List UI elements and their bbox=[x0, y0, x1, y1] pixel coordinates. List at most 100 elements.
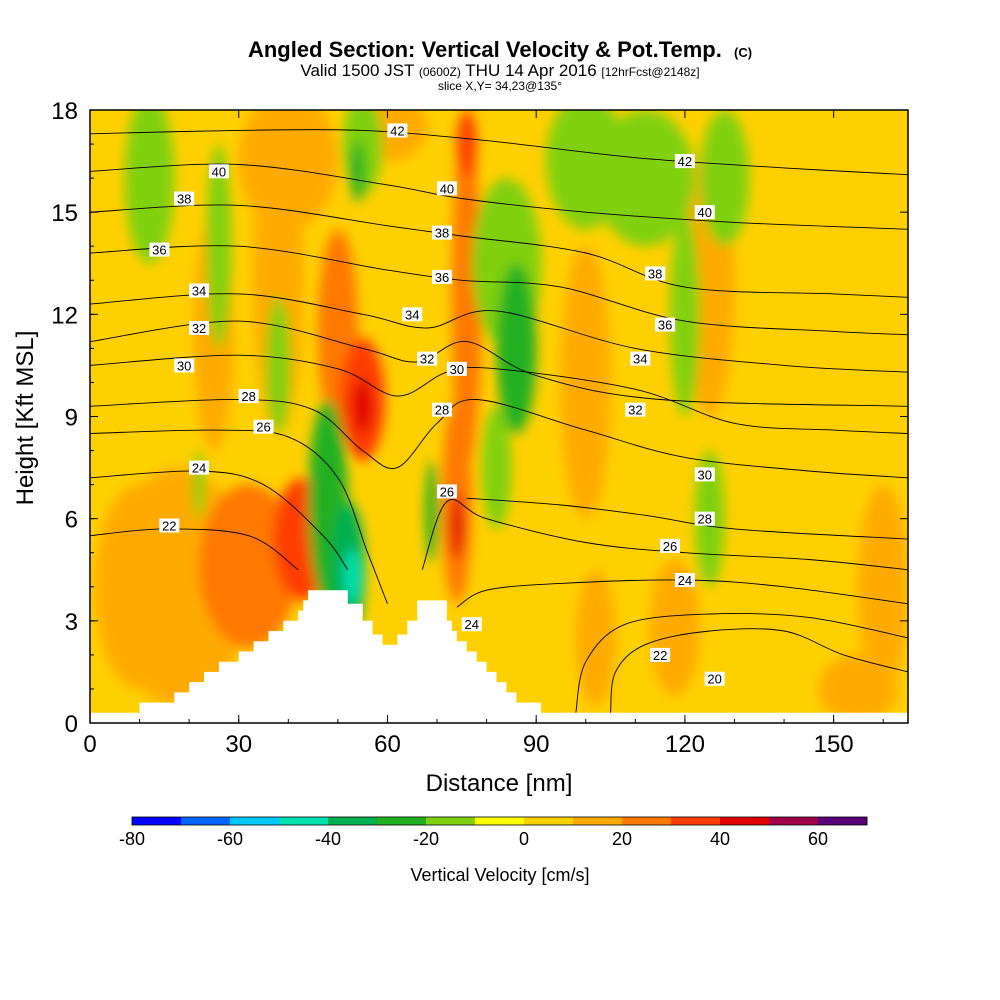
contour-label: 34 bbox=[630, 351, 651, 367]
velocity-cell bbox=[124, 110, 175, 264]
colorbar-tick-label: -40 bbox=[315, 829, 341, 849]
velocity-cell bbox=[352, 379, 373, 434]
colorbar-label: Vertical Velocity [cm/s] bbox=[410, 865, 589, 885]
contour-label-box bbox=[431, 269, 452, 284]
colorbar-tick-label: -60 bbox=[217, 829, 243, 849]
contour-label-box bbox=[431, 402, 452, 417]
contour-label: 36 bbox=[149, 242, 170, 258]
colorbar-tick-label: -80 bbox=[119, 829, 145, 849]
contour-label-text: 36 bbox=[152, 243, 166, 258]
y-tick-label: 18 bbox=[51, 98, 78, 125]
contour-label-box bbox=[645, 266, 666, 281]
velocity-cell bbox=[481, 406, 512, 529]
contour-label-box bbox=[436, 484, 457, 499]
contour-label-text: 32 bbox=[420, 352, 434, 367]
x-tick-label: 30 bbox=[225, 731, 252, 758]
contour-label-text: 40 bbox=[212, 164, 226, 179]
contour-label-text: 22 bbox=[653, 648, 667, 663]
contour-label: 28 bbox=[431, 402, 452, 418]
contour-label-text: 24 bbox=[678, 573, 692, 588]
theta-contour-24 bbox=[456, 579, 908, 608]
chart-title-main: Angled Section: Vertical Velocity & Pot.… bbox=[248, 37, 722, 62]
colorbar-swatch bbox=[475, 817, 525, 825]
contour-label: 32 bbox=[417, 351, 438, 367]
velocity-cell bbox=[858, 484, 908, 689]
theta-contour-32 bbox=[90, 320, 908, 407]
valid-prefix: Valid 1500 JST bbox=[300, 61, 414, 80]
contour-label-box bbox=[253, 419, 274, 434]
valid-date: THU 14 Apr 2016 bbox=[465, 61, 596, 80]
velocity-cell bbox=[670, 212, 700, 417]
contour-label-text: 24 bbox=[464, 617, 478, 632]
x-tick-label: 150 bbox=[814, 731, 854, 758]
velocity-cell bbox=[199, 484, 299, 649]
contour-label-text: 24 bbox=[192, 461, 206, 476]
colorbar-swatch bbox=[622, 817, 672, 825]
velocity-cell bbox=[451, 127, 482, 468]
contour-label-text: 26 bbox=[440, 484, 454, 499]
colorbar: -80 -60 -40 -20 0 20 40 60 bbox=[119, 816, 868, 849]
contour-label: 26 bbox=[660, 538, 681, 554]
contour-label-box bbox=[446, 361, 467, 376]
contour-label: 26 bbox=[253, 419, 274, 435]
velocity-cell bbox=[206, 144, 232, 349]
contour-label-box bbox=[461, 617, 482, 632]
x-axis: 0 30 60 90 120 150 bbox=[83, 110, 884, 758]
colorbar-swatch bbox=[132, 817, 182, 825]
colorbar-swatch bbox=[671, 817, 721, 825]
theta-contour-30 bbox=[90, 354, 908, 434]
contour-label-text: 32 bbox=[628, 403, 642, 418]
contour-label-box bbox=[189, 460, 210, 475]
theta-contour-22 bbox=[90, 528, 299, 571]
contour-label-box bbox=[674, 572, 695, 587]
slice-info: slice X,Y= 34,23@135° bbox=[438, 79, 562, 93]
colorbar-swatch bbox=[377, 817, 427, 825]
contour-label-text: 26 bbox=[663, 539, 677, 554]
contour-label-text: 40 bbox=[698, 205, 712, 220]
contour-label-box bbox=[694, 467, 715, 482]
contour-label-text: 34 bbox=[633, 352, 647, 367]
chart-title-unit: (C) bbox=[734, 45, 752, 60]
contour-label-text: 30 bbox=[698, 467, 712, 482]
theta-contour-26 bbox=[466, 497, 908, 540]
contour-label-text: 22 bbox=[162, 518, 176, 533]
contour-label: 24 bbox=[461, 617, 482, 632]
theta-contour-28 bbox=[90, 399, 908, 479]
valid-utc: (0600Z) bbox=[419, 65, 461, 79]
colorbar-tick-label: 0 bbox=[519, 829, 529, 849]
chart-subtitle: Valid 1500 JST (0600Z) THU 14 Apr 2016 [… bbox=[300, 61, 699, 80]
contour-label-box bbox=[660, 538, 681, 553]
y-tick-label: 9 bbox=[65, 405, 78, 432]
velocity-cell bbox=[699, 110, 750, 247]
velocity-cell bbox=[350, 140, 366, 202]
velocity-cell bbox=[94, 484, 185, 689]
contour-label: 24 bbox=[674, 572, 695, 588]
vertical-velocity-field bbox=[94, 110, 908, 723]
theta-contour-38 bbox=[90, 204, 908, 298]
theta-contour-42 bbox=[90, 129, 908, 176]
theta-contour-40 bbox=[90, 163, 908, 230]
velocity-cell bbox=[575, 569, 616, 706]
contour-label-text: 38 bbox=[435, 226, 449, 241]
theta-contour-20 bbox=[610, 628, 908, 713]
colorbar-swatch bbox=[181, 817, 231, 825]
contour-label-text: 34 bbox=[192, 283, 206, 298]
contour-label-text: 28 bbox=[435, 403, 449, 418]
x-tick-label: 60 bbox=[374, 731, 401, 758]
theta-contour-36 bbox=[90, 245, 908, 336]
y-tick-label: 0 bbox=[65, 711, 78, 738]
y-tick-label: 3 bbox=[65, 609, 78, 636]
velocity-cell bbox=[456, 110, 477, 179]
contour-label: 32 bbox=[189, 320, 210, 336]
contour-label: 38 bbox=[645, 266, 666, 281]
velocity-cell bbox=[238, 110, 338, 230]
contour-label-box bbox=[630, 351, 651, 366]
colorbar-tick-label: 40 bbox=[710, 829, 730, 849]
contour-label-text: 30 bbox=[177, 358, 191, 373]
contour-label: 24 bbox=[189, 460, 210, 476]
contour-label-box bbox=[704, 671, 725, 686]
contour-label-text: 42 bbox=[678, 154, 692, 169]
colorbar-swatch bbox=[769, 817, 819, 825]
contour-label-box bbox=[174, 191, 195, 206]
contour-label: 40 bbox=[208, 164, 229, 179]
